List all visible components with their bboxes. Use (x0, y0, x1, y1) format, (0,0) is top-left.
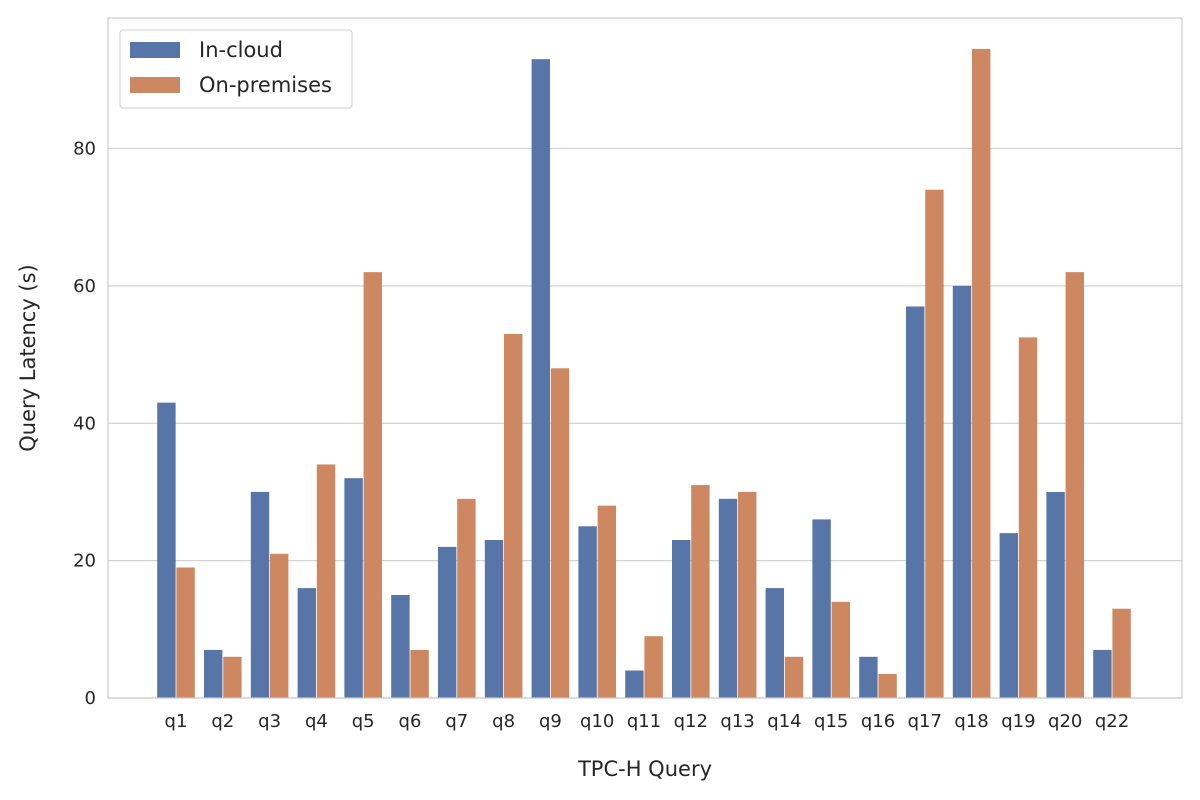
bar-in-cloud-q9 (531, 59, 550, 699)
bar-in-cloud-q10 (578, 526, 597, 698)
x-axis-title: TPC-H Query (577, 757, 712, 781)
x-tick-label-q15: q15 (814, 711, 848, 732)
bar-in-cloud-q13 (718, 498, 738, 698)
bar-in-cloud-q20 (1046, 491, 1065, 698)
legend-label-on-premises: On-premises (199, 73, 332, 97)
y-tick-label: 0 (85, 688, 96, 709)
bar-in-cloud-q12 (672, 540, 691, 698)
bar-on-premises-q11 (644, 636, 663, 698)
bar-in-cloud-q18 (952, 285, 972, 698)
bar-on-premises-q12 (691, 485, 710, 698)
bar-in-cloud-q2 (204, 649, 223, 698)
y-tick-label: 80 (73, 139, 96, 160)
x-tick-label-q17: q17 (908, 711, 942, 732)
bar-on-premises-q13 (738, 491, 757, 698)
x-tick-label-q1: q1 (165, 711, 188, 732)
bar-on-premises-q1 (176, 567, 195, 698)
bar-on-premises-q18 (972, 48, 991, 698)
y-tick-label: 40 (73, 413, 96, 434)
bar-in-cloud-q14 (765, 588, 784, 698)
bars (157, 48, 1131, 699)
bar-on-premises-q3 (270, 553, 289, 698)
bar-on-premises-q8 (504, 333, 523, 698)
x-tick-label-q4: q4 (305, 711, 328, 732)
x-tick-label-q12: q12 (674, 711, 708, 732)
bar-on-premises-q9 (550, 368, 570, 698)
bar-in-cloud-q6 (391, 594, 410, 698)
x-tick-label-q6: q6 (399, 711, 422, 732)
bar-on-premises-q15 (831, 601, 850, 698)
legend-swatch-on-premises (130, 77, 180, 93)
bar-in-cloud-q17 (906, 306, 925, 698)
bar-in-cloud-q4 (297, 588, 316, 698)
x-tick-label-q19: q19 (1001, 711, 1035, 732)
bar-in-cloud-q1 (157, 402, 176, 698)
bar-in-cloud-q16 (859, 656, 878, 698)
bar-on-premises-q2 (223, 656, 242, 698)
x-tick-label-q11: q11 (627, 711, 661, 732)
x-tick-label-q9: q9 (539, 711, 562, 732)
y-tick-label: 60 (73, 276, 96, 297)
bar-on-premises-q7 (457, 498, 476, 698)
bar-in-cloud-q3 (250, 491, 270, 698)
bar-in-cloud-q22 (1093, 649, 1112, 698)
bar-in-cloud-q15 (812, 519, 831, 698)
bar-on-premises-q22 (1112, 608, 1131, 698)
x-tick-label-q18: q18 (954, 711, 988, 732)
bar-on-premises-q17 (925, 189, 944, 699)
x-tick-label-q20: q20 (1048, 711, 1082, 732)
x-tick-label-q7: q7 (445, 711, 468, 732)
bar-in-cloud-q19 (999, 533, 1018, 698)
x-tick-label-q16: q16 (861, 711, 895, 732)
y-tick-labels: 0 20 40 60 80 (73, 139, 96, 709)
x-tick-label-q3: q3 (258, 711, 281, 732)
bar-on-premises-q4 (316, 464, 336, 698)
bar-on-premises-q14 (784, 656, 804, 698)
bar-on-premises-q20 (1065, 272, 1084, 698)
x-tick-label-q22: q22 (1095, 711, 1129, 732)
bar-on-premises-q5 (363, 272, 382, 698)
x-tick-label-q10: q10 (580, 711, 614, 732)
bar-on-premises-q19 (1018, 337, 1038, 698)
bar-in-cloud-q11 (625, 670, 644, 698)
legend-swatch-in-cloud (130, 42, 180, 58)
bar-in-cloud-q7 (438, 546, 457, 698)
x-tick-label-q14: q14 (767, 711, 801, 732)
legend-label-in-cloud: In-cloud (199, 38, 283, 62)
bar-on-premises-q10 (597, 505, 616, 698)
y-axis-title: Query Latency (s) (16, 264, 40, 452)
legend: In-cloud On-premises (119, 29, 353, 109)
bar-in-cloud-q8 (484, 540, 504, 698)
x-tick-labels: q1 q2 q3 q4 q5 q6 q7 q8 q9 q10 q11 q12 q13 q14 q15 q16 q… (165, 711, 1130, 732)
bar-on-premises-q16 (878, 673, 897, 698)
y-tick-label: 20 (73, 551, 96, 572)
x-tick-label-q2: q2 (211, 711, 234, 732)
bar-on-premises-q6 (410, 649, 429, 698)
plot-frame (107, 17, 1183, 699)
x-tick-label-q8: q8 (492, 711, 515, 732)
bar-in-cloud-q5 (344, 478, 363, 698)
x-tick-label-q13: q13 (720, 711, 754, 732)
x-tick-label-q5: q5 (352, 711, 375, 732)
